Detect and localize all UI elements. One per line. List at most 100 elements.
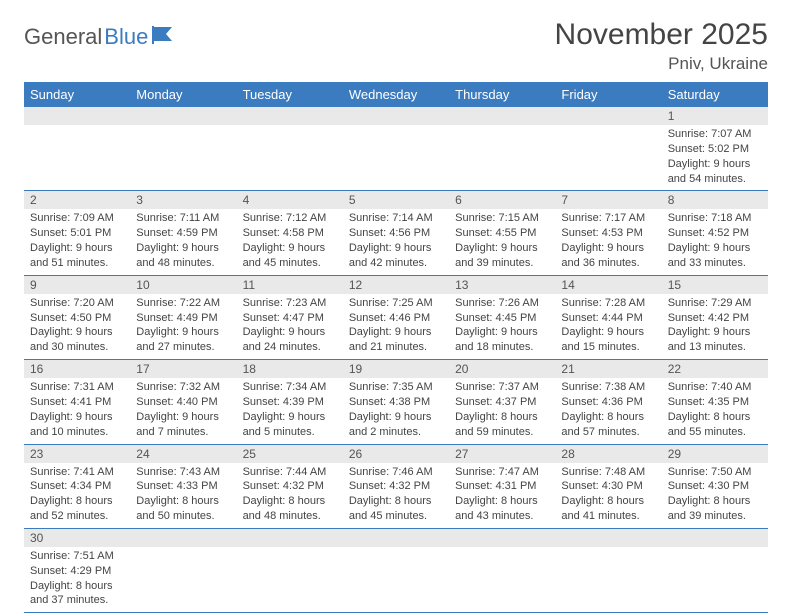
calendar-day-cell: 11Sunrise: 7:23 AMSunset: 4:47 PMDayligh… <box>237 275 343 359</box>
calendar-week-row: 1Sunrise: 7:07 AMSunset: 5:02 PMDaylight… <box>24 107 768 191</box>
day-number: 15 <box>662 276 768 294</box>
day-details: Sunrise: 7:18 AMSunset: 4:52 PMDaylight:… <box>662 209 768 274</box>
day-number: 16 <box>24 360 130 378</box>
day-details: Sunrise: 7:28 AMSunset: 4:44 PMDaylight:… <box>555 294 661 359</box>
logo: GeneralBlue <box>24 18 178 50</box>
weekday-header: Thursday <box>449 82 555 107</box>
calendar-day-cell: 5Sunrise: 7:14 AMSunset: 4:56 PMDaylight… <box>343 191 449 275</box>
day-number: 14 <box>555 276 661 294</box>
day-number: 2 <box>24 191 130 209</box>
calendar-day-cell: 19Sunrise: 7:35 AMSunset: 4:38 PMDayligh… <box>343 360 449 444</box>
day-number: 21 <box>555 360 661 378</box>
day-details: Sunrise: 7:37 AMSunset: 4:37 PMDaylight:… <box>449 378 555 443</box>
day-number: 9 <box>24 276 130 294</box>
calendar-day-cell: 8Sunrise: 7:18 AMSunset: 4:52 PMDaylight… <box>662 191 768 275</box>
day-number: 29 <box>662 445 768 463</box>
flag-icon <box>152 24 178 50</box>
day-details: Sunrise: 7:26 AMSunset: 4:45 PMDaylight:… <box>449 294 555 359</box>
calendar-week-row: 23Sunrise: 7:41 AMSunset: 4:34 PMDayligh… <box>24 444 768 528</box>
day-number: 18 <box>237 360 343 378</box>
day-details: Sunrise: 7:51 AMSunset: 4:29 PMDaylight:… <box>24 547 130 612</box>
day-number: 26 <box>343 445 449 463</box>
calendar-day-cell: 29Sunrise: 7:50 AMSunset: 4:30 PMDayligh… <box>662 444 768 528</box>
logo-text-general: General <box>24 24 102 50</box>
calendar-day-cell: 18Sunrise: 7:34 AMSunset: 4:39 PMDayligh… <box>237 360 343 444</box>
calendar-day-cell: 7Sunrise: 7:17 AMSunset: 4:53 PMDaylight… <box>555 191 661 275</box>
calendar-day-cell: 4Sunrise: 7:12 AMSunset: 4:58 PMDaylight… <box>237 191 343 275</box>
day-details: Sunrise: 7:41 AMSunset: 4:34 PMDaylight:… <box>24 463 130 528</box>
calendar-week-row: 2Sunrise: 7:09 AMSunset: 5:01 PMDaylight… <box>24 191 768 275</box>
weekday-header: Tuesday <box>237 82 343 107</box>
day-number: 8 <box>662 191 768 209</box>
day-number: 12 <box>343 276 449 294</box>
day-number: 20 <box>449 360 555 378</box>
day-number: 23 <box>24 445 130 463</box>
day-number: 19 <box>343 360 449 378</box>
day-number: 22 <box>662 360 768 378</box>
day-details: Sunrise: 7:34 AMSunset: 4:39 PMDaylight:… <box>237 378 343 443</box>
calendar-day-cell: 20Sunrise: 7:37 AMSunset: 4:37 PMDayligh… <box>449 360 555 444</box>
calendar-day-cell: 9Sunrise: 7:20 AMSunset: 4:50 PMDaylight… <box>24 275 130 359</box>
day-details: Sunrise: 7:40 AMSunset: 4:35 PMDaylight:… <box>662 378 768 443</box>
day-details: Sunrise: 7:22 AMSunset: 4:49 PMDaylight:… <box>130 294 236 359</box>
calendar-empty-cell <box>555 107 661 191</box>
calendar-empty-cell <box>130 107 236 191</box>
location: Pniv, Ukraine <box>555 54 768 74</box>
calendar-empty-cell <box>24 107 130 191</box>
day-number: 1 <box>662 107 768 125</box>
weekday-header: Monday <box>130 82 236 107</box>
day-details: Sunrise: 7:29 AMSunset: 4:42 PMDaylight:… <box>662 294 768 359</box>
calendar-day-cell: 14Sunrise: 7:28 AMSunset: 4:44 PMDayligh… <box>555 275 661 359</box>
day-details: Sunrise: 7:32 AMSunset: 4:40 PMDaylight:… <box>130 378 236 443</box>
calendar-week-row: 16Sunrise: 7:31 AMSunset: 4:41 PMDayligh… <box>24 360 768 444</box>
calendar-empty-cell <box>555 528 661 612</box>
day-number: 17 <box>130 360 236 378</box>
calendar-day-cell: 21Sunrise: 7:38 AMSunset: 4:36 PMDayligh… <box>555 360 661 444</box>
day-number: 3 <box>130 191 236 209</box>
calendar-day-cell: 30Sunrise: 7:51 AMSunset: 4:29 PMDayligh… <box>24 528 130 612</box>
calendar-day-cell: 13Sunrise: 7:26 AMSunset: 4:45 PMDayligh… <box>449 275 555 359</box>
calendar-week-row: 30Sunrise: 7:51 AMSunset: 4:29 PMDayligh… <box>24 528 768 612</box>
calendar-empty-cell <box>343 528 449 612</box>
day-number: 25 <box>237 445 343 463</box>
day-number: 11 <box>237 276 343 294</box>
calendar-day-cell: 23Sunrise: 7:41 AMSunset: 4:34 PMDayligh… <box>24 444 130 528</box>
calendar-day-cell: 10Sunrise: 7:22 AMSunset: 4:49 PMDayligh… <box>130 275 236 359</box>
weekday-header: Wednesday <box>343 82 449 107</box>
calendar-day-cell: 15Sunrise: 7:29 AMSunset: 4:42 PMDayligh… <box>662 275 768 359</box>
month-title: November 2025 <box>555 18 768 52</box>
day-details: Sunrise: 7:50 AMSunset: 4:30 PMDaylight:… <box>662 463 768 528</box>
weekday-header: Saturday <box>662 82 768 107</box>
calendar-day-cell: 24Sunrise: 7:43 AMSunset: 4:33 PMDayligh… <box>130 444 236 528</box>
calendar-week-row: 9Sunrise: 7:20 AMSunset: 4:50 PMDaylight… <box>24 275 768 359</box>
day-details: Sunrise: 7:44 AMSunset: 4:32 PMDaylight:… <box>237 463 343 528</box>
logo-text-blue: Blue <box>104 24 148 50</box>
calendar-empty-cell <box>449 107 555 191</box>
day-number: 10 <box>130 276 236 294</box>
day-number: 13 <box>449 276 555 294</box>
day-details: Sunrise: 7:35 AMSunset: 4:38 PMDaylight:… <box>343 378 449 443</box>
calendar-empty-cell <box>237 107 343 191</box>
calendar-day-cell: 6Sunrise: 7:15 AMSunset: 4:55 PMDaylight… <box>449 191 555 275</box>
day-details: Sunrise: 7:09 AMSunset: 5:01 PMDaylight:… <box>24 209 130 274</box>
day-number: 27 <box>449 445 555 463</box>
day-details: Sunrise: 7:31 AMSunset: 4:41 PMDaylight:… <box>24 378 130 443</box>
calendar-body: 1Sunrise: 7:07 AMSunset: 5:02 PMDaylight… <box>24 107 768 613</box>
weekday-header-row: SundayMondayTuesdayWednesdayThursdayFrid… <box>24 82 768 107</box>
day-number: 4 <box>237 191 343 209</box>
weekday-header: Sunday <box>24 82 130 107</box>
day-details: Sunrise: 7:43 AMSunset: 4:33 PMDaylight:… <box>130 463 236 528</box>
day-number: 6 <box>449 191 555 209</box>
calendar-empty-cell <box>449 528 555 612</box>
day-number: 28 <box>555 445 661 463</box>
calendar-empty-cell <box>662 528 768 612</box>
calendar-day-cell: 28Sunrise: 7:48 AMSunset: 4:30 PMDayligh… <box>555 444 661 528</box>
day-details: Sunrise: 7:38 AMSunset: 4:36 PMDaylight:… <box>555 378 661 443</box>
day-details: Sunrise: 7:12 AMSunset: 4:58 PMDaylight:… <box>237 209 343 274</box>
weekday-header: Friday <box>555 82 661 107</box>
calendar-empty-cell <box>130 528 236 612</box>
day-details: Sunrise: 7:15 AMSunset: 4:55 PMDaylight:… <box>449 209 555 274</box>
day-details: Sunrise: 7:23 AMSunset: 4:47 PMDaylight:… <box>237 294 343 359</box>
title-block: November 2025 Pniv, Ukraine <box>555 18 768 74</box>
day-details: Sunrise: 7:48 AMSunset: 4:30 PMDaylight:… <box>555 463 661 528</box>
